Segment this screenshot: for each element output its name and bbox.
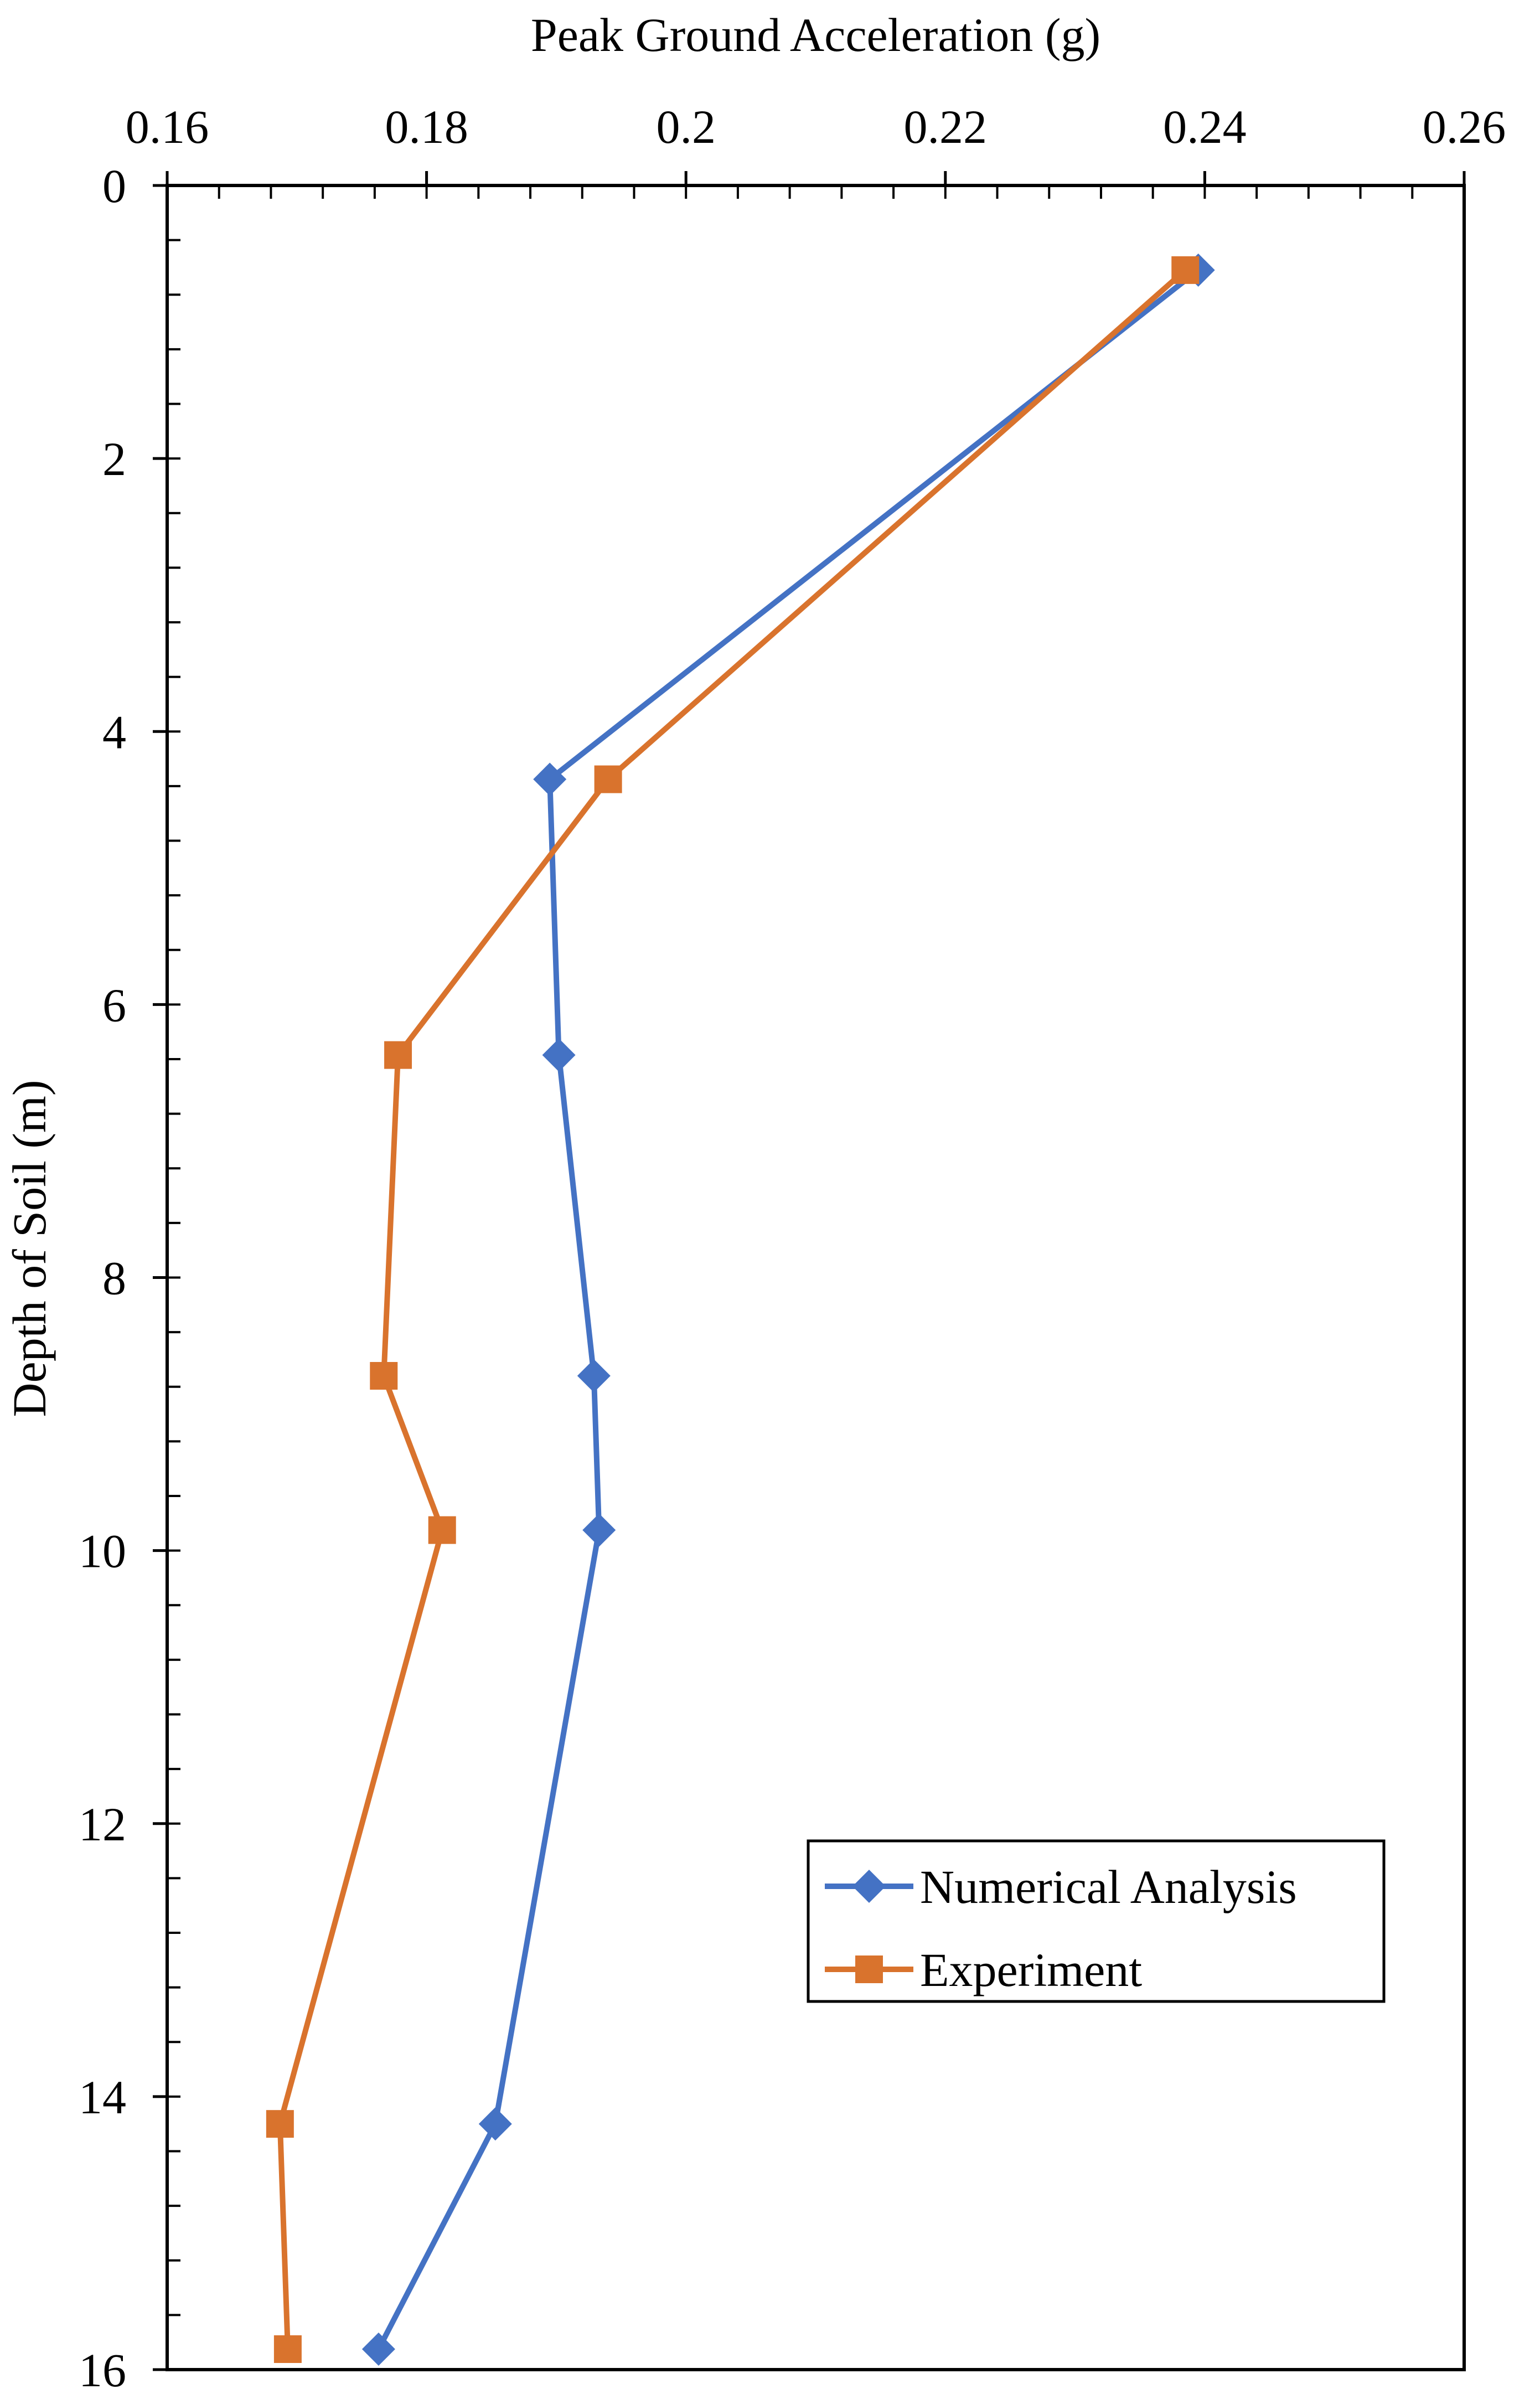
data-point-numerical-analysis [542, 1038, 576, 1072]
y-tick-label: 12 [79, 1798, 126, 1851]
legend-swatch-marker [855, 1955, 883, 1983]
legend: Numerical Analysis Experiment [807, 1839, 1386, 2003]
plot-frame [166, 184, 1466, 2371]
y-tick-label: 14 [79, 2071, 126, 2124]
data-point-numerical-analysis [478, 2107, 512, 2141]
x-tick-label: 0.22 [904, 100, 988, 153]
x-axis-title: Peak Ground Acceleration (g) [531, 8, 1100, 61]
y-tick-label: 16 [79, 2344, 126, 2389]
data-point-numerical-analysis [577, 1359, 611, 1393]
y-tick-label: 8 [102, 1252, 126, 1305]
legend-label: Experiment [920, 1943, 1142, 1996]
series-layer [266, 253, 1215, 2366]
legend-item-numerical-analysis: Numerical Analysis [825, 1860, 1297, 1913]
y-tick-label: 2 [102, 432, 126, 486]
data-point-experiment [594, 765, 622, 793]
x-tick-label: 0.18 [385, 100, 468, 153]
data-point-numerical-analysis [533, 762, 567, 796]
data-point-experiment [370, 1362, 398, 1390]
y-axis-title: Depth of Soil (m) [3, 1080, 56, 1417]
legend-item-experiment: Experiment [825, 1943, 1142, 1996]
data-point-experiment [428, 1516, 456, 1544]
data-point-experiment [273, 2335, 302, 2364]
minor-ticks [166, 184, 1465, 2371]
x-tick-label: 0.16 [126, 100, 209, 153]
x-tick-label: 0.26 [1423, 100, 1506, 153]
data-point-numerical-analysis [582, 1513, 616, 1547]
y-tick-label: 10 [79, 1525, 126, 1578]
y-tick-label: 4 [102, 705, 126, 759]
y-tick-label: 6 [102, 978, 126, 1031]
series-experiment [266, 256, 1200, 2364]
major-ticks [153, 171, 1466, 2371]
legend-label: Numerical Analysis [920, 1860, 1297, 1913]
x-tick-labels: 0.16 0.18 0.2 0.22 0.24 0.26 [126, 100, 1506, 153]
data-point-numerical-analysis [361, 2333, 395, 2366]
legend-items: Numerical Analysis Experiment [825, 1860, 1297, 1996]
data-point-experiment [1171, 256, 1200, 284]
y-tick-labels: 0 2 4 6 8 10 12 14 16 [79, 159, 126, 2389]
legend-box [807, 1839, 1386, 2003]
y-tick-label: 0 [102, 159, 126, 213]
x-tick-label: 0.2 [656, 100, 716, 153]
x-tick-label: 0.24 [1163, 100, 1247, 153]
data-point-experiment [384, 1041, 412, 1069]
legend-swatch-marker [852, 1870, 886, 1903]
data-point-experiment [266, 2110, 294, 2138]
